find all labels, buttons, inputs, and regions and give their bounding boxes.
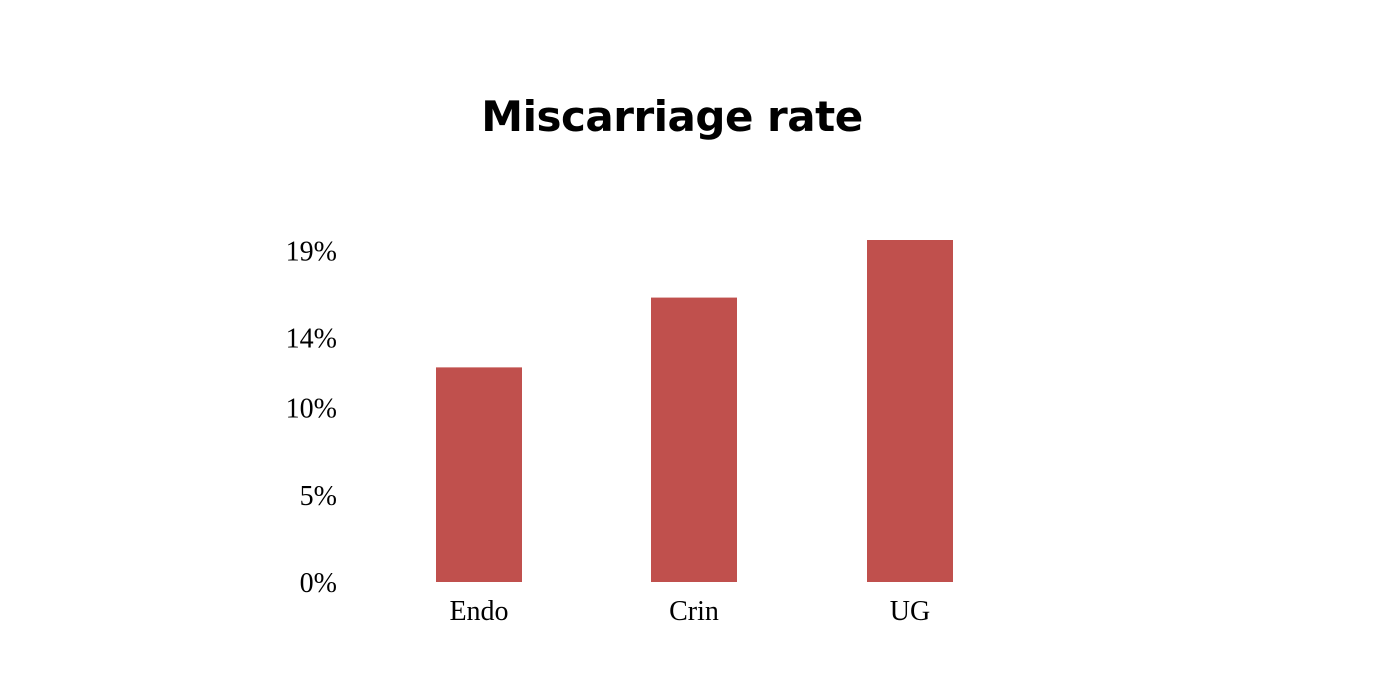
bar-endo xyxy=(436,367,522,582)
chart-title: Miscarriage rate xyxy=(481,92,863,141)
y-axis: 0% 5% 10% 14% 19% xyxy=(286,236,337,599)
y-tick-label: 19% xyxy=(286,236,337,267)
y-tick-label: 14% xyxy=(286,324,337,355)
bar-ug xyxy=(867,240,953,582)
bars-group xyxy=(436,240,953,582)
x-axis: Endo Crin UG xyxy=(449,596,930,627)
y-tick-label: 5% xyxy=(300,481,337,512)
x-tick-label: Crin xyxy=(669,596,719,627)
x-tick-label: UG xyxy=(890,596,930,627)
y-tick-label: 10% xyxy=(286,394,337,425)
x-tick-label: Endo xyxy=(449,596,508,627)
bar-crin xyxy=(651,297,737,582)
y-tick-label: 0% xyxy=(300,568,337,599)
